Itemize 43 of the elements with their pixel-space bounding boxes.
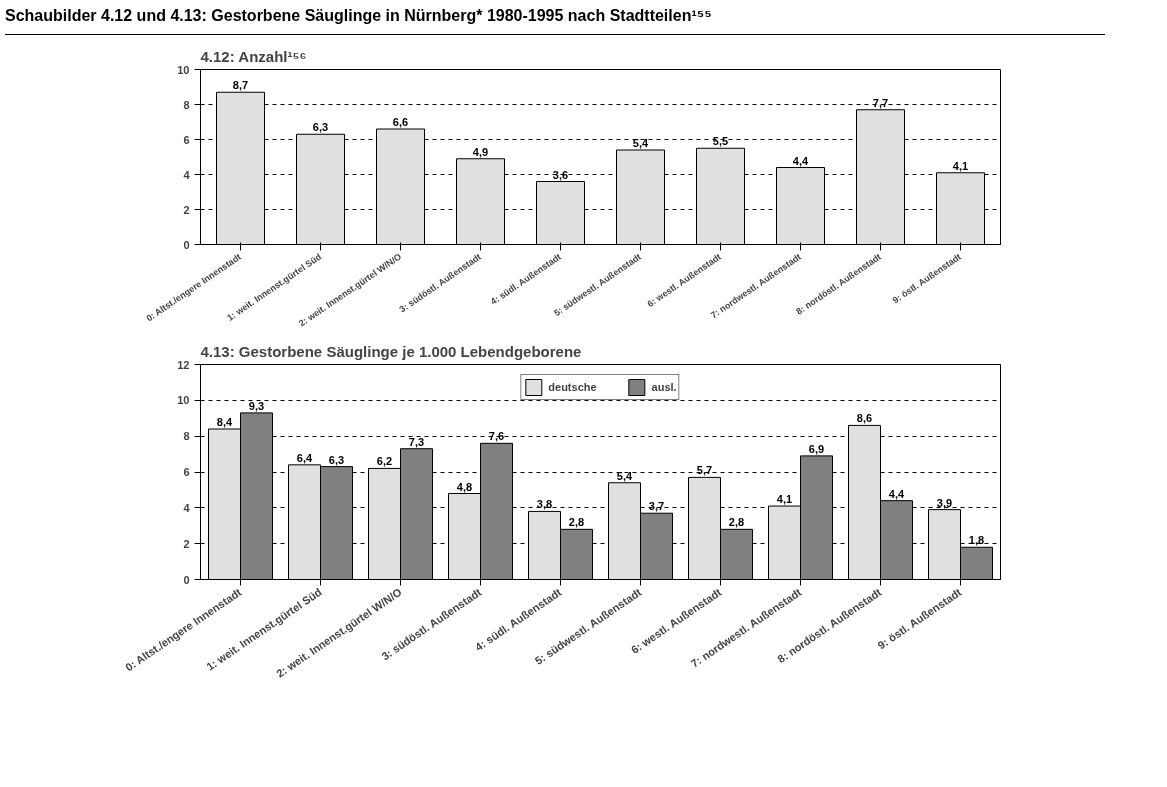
data-label: 8,4 [216, 416, 234, 428]
data-label: 9,3 [248, 399, 265, 412]
y-tick-label: 6 [183, 133, 190, 146]
y-tick-label: 10 [177, 394, 190, 407]
y-tick-label: 8 [183, 98, 190, 111]
y-tick-label: 2 [183, 537, 190, 550]
data-label: 8,6 [856, 412, 873, 425]
data-label: 8,7 [232, 79, 249, 92]
y-tick-label: 12 [177, 358, 190, 371]
data-label: 4,9 [472, 145, 489, 158]
y-tick-label: 0 [183, 573, 190, 586]
data-label: 5,4 [616, 469, 634, 482]
data-label: 6,2 [376, 455, 393, 468]
data-label: 6,3 [312, 121, 329, 134]
data-label: 4,4 [792, 154, 810, 167]
data-label: 6,4 [296, 451, 314, 464]
chart-subtitle: 4.13: Gestorbene Säuglinge je 1.000 Lebendgeborene [200, 342, 582, 360]
legend-label: deutsche [548, 381, 597, 393]
legend-label: ausl. [651, 381, 677, 393]
data-label: 6,3 [328, 453, 345, 466]
data-label: 4,1 [776, 493, 793, 506]
y-tick-label: 6 [183, 466, 190, 478]
data-label: 7,7 [872, 96, 889, 109]
data-label: 5,4 [632, 137, 650, 149]
data-label: 5,7 [696, 464, 713, 477]
data-label: 4,1 [952, 159, 969, 172]
y-tick-label: 2 [183, 203, 190, 216]
data-label: 3,7 [648, 500, 665, 513]
data-label: 6,6 [392, 116, 409, 128]
data-label: 7,3 [408, 435, 425, 448]
data-label: 3,9 [936, 496, 953, 509]
y-tick-label: 4 [183, 168, 191, 181]
data-label: 6,9 [808, 442, 825, 455]
y-tick-label: 4 [183, 501, 191, 514]
data-label: 4,8 [456, 480, 473, 493]
y-tick-label: 8 [183, 430, 190, 443]
data-label: 2,8 [568, 516, 585, 529]
y-tick-label: 10 [177, 63, 190, 76]
chart-title: Schaubilder 4.12 und 4.13: Gestorbene Säuglinge in Nürnberg* 1980-1995 nach Stadtteilen¹⁵⁵ [5, 6, 712, 26]
data-label: 4,4 [888, 487, 906, 500]
y-tick-label: 0 [183, 238, 190, 251]
data-label: 2,8 [728, 516, 745, 529]
chart-subtitle: 4.12: Anzahl¹⁵⁶ [200, 47, 307, 65]
